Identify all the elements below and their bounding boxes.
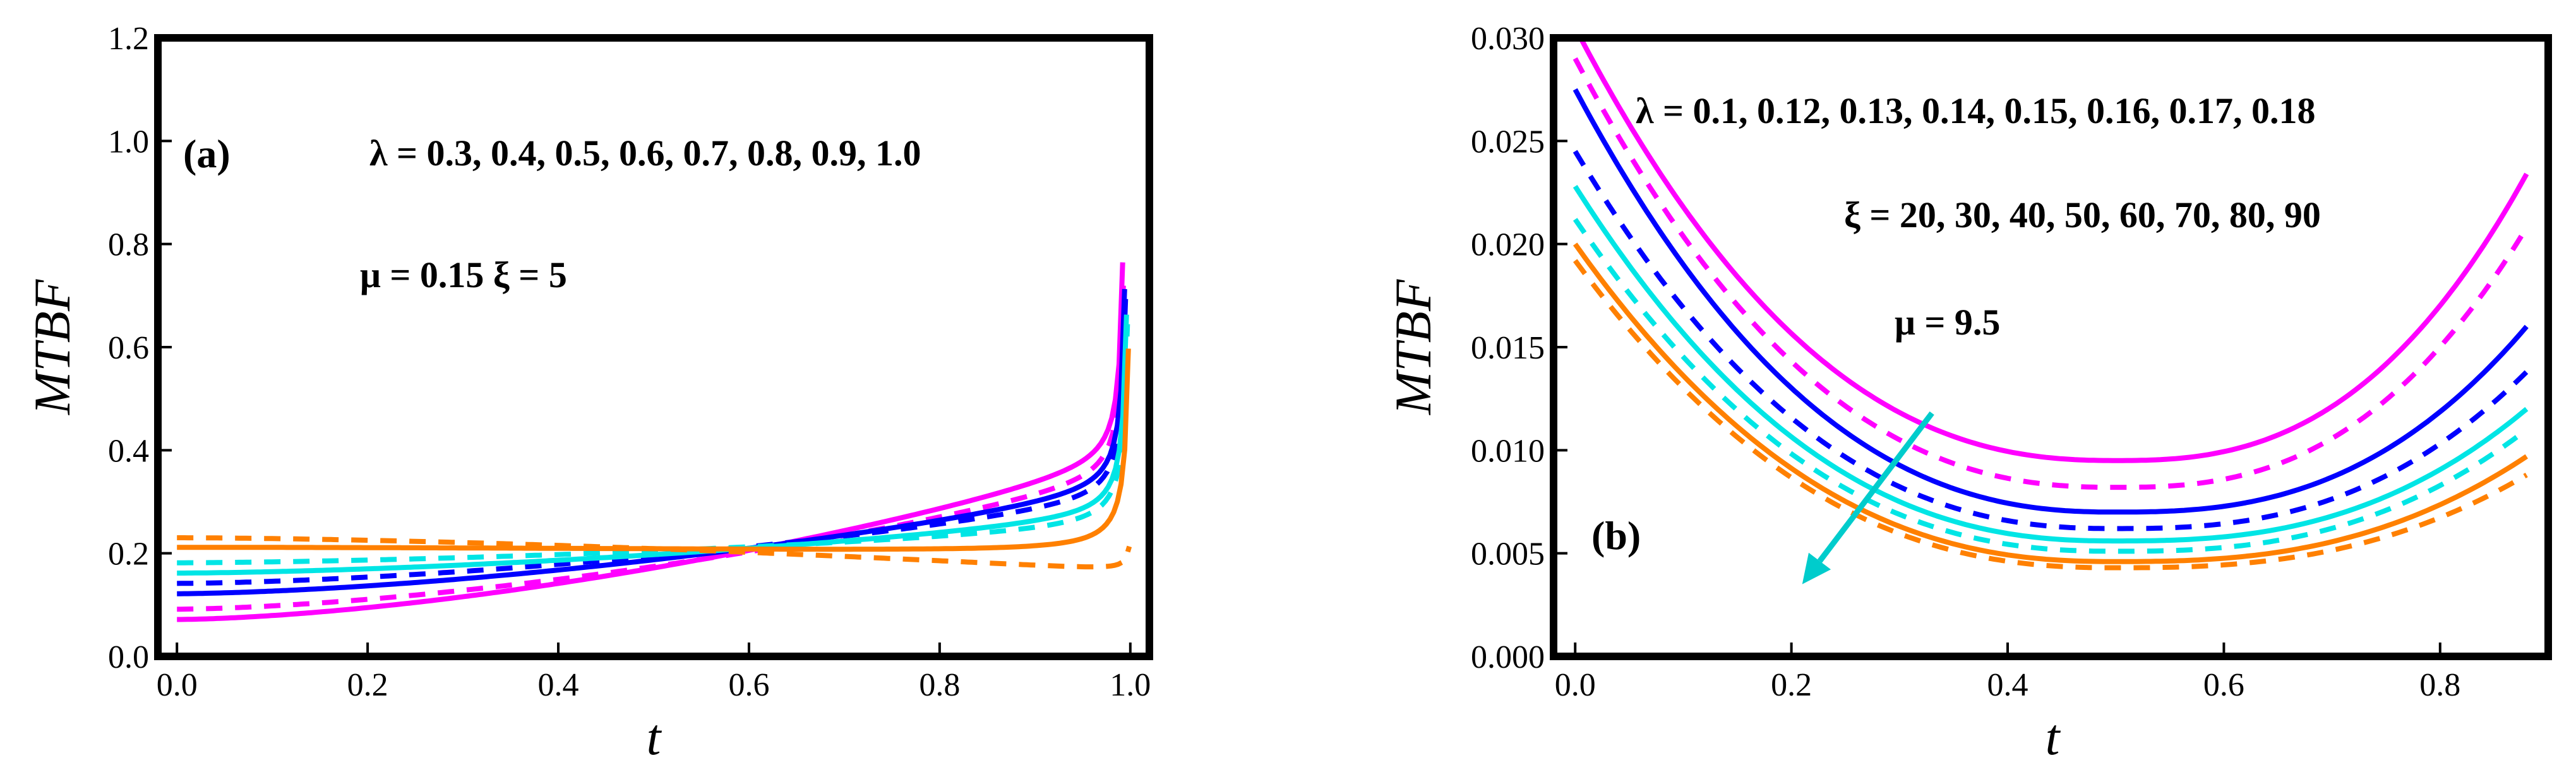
panel-a-label: (a) [183,131,231,176]
panel-a-ytick-label: 0.8 [108,227,149,263]
panel-a-xlabel: t [647,708,662,766]
panel-a-series-line [177,288,1127,596]
panel-b-trend-arrow [1817,411,1934,563]
panel-a-ytick-label: 1.2 [108,21,149,57]
panel-b-series-line [1573,218,2529,554]
panel-b-xtick-label: 0.8 [2419,667,2460,703]
panel-b-ylabel: MTBF [1384,279,1442,415]
panel-a-series-line [177,535,1132,570]
panel-a-ytick-label: 0.4 [108,433,149,469]
panel-a-series-line [177,348,1131,552]
panel-a-ytick-label: 0.2 [108,536,149,572]
panel-a-xtick-label: 0.2 [347,667,388,703]
panel-b-xlabel: t [2046,708,2061,766]
panel-a-xtick-label: 0.8 [919,667,960,703]
panel-a-series-line [177,314,1129,576]
panel-a-ylabel: MTBF [23,279,81,415]
panel-b-ytick-label: 0.025 [1471,124,1545,160]
panel-b-ytick-label: 0.005 [1471,536,1545,572]
panel-a-series-line [177,278,1127,612]
panel-b-series-line [1573,242,2528,564]
panel-b-ytick-label: 0.030 [1471,21,1545,57]
panel-a-ticks: 0.0 0.2 0.4 0.6 0.8 1.0 0.0 0.2 0.4 0.6 0.8 1.0 1.2 [108,21,1151,703]
panel-b-curves [1573,38,2529,571]
panel-b-trend-arrowhead [1802,552,1831,584]
panel-a-xtick-label: 1.0 [1110,667,1151,703]
panel-b-xtick-label: 0.6 [2203,667,2244,703]
panel-b-series-line [1573,185,2529,544]
panel-b-xi-annotation: ξ = 20, 30, 40, 50, 60, 70, 80, 90 [1844,194,2321,235]
panel-b-xtick-label: 0.0 [1555,667,1596,703]
panel-b-series-line [1573,88,2529,515]
panel-a: 0.0 0.2 0.4 0.6 0.8 1.00.00.20.40.60.81.01.2 … [23,21,1153,766]
panel-b-label: (b) [1591,513,1641,558]
panel-a-xtick-label: 0.6 [728,667,769,703]
panel-b-lambda-annotation: λ = 0.1, 0.12, 0.13, 0.14, 0.15, 0.16, 0… [1636,90,2316,131]
panel-b-ytick-label: 0.020 [1471,227,1545,263]
panel-a-series-line [177,298,1129,586]
panel-b-series-line [1573,150,2529,531]
panel-b-ytick-label: 0.015 [1471,330,1545,366]
panel-a-ytick-label: 0.6 [108,330,149,366]
panel-a-ytick-label: 1.0 [108,124,149,160]
panel-b: 0.0 0.2 0.4 0.6 0.8 0.000 0.005 0.010 0.015 0.020… [1384,21,2552,766]
panel-b-series-line [1573,259,2528,571]
panel-b-ticks: 0.0 0.2 0.4 0.6 0.8 0.000 0.005 0.010 0.015 0.020… [1471,21,2460,703]
panel-b-mu-annotation: μ = 9.5 [1895,302,2000,343]
panel-a-xtick-label: 0.4 [538,667,579,703]
panel-b-xtick-label: 0.2 [1771,667,1812,703]
panel-a-mu-xi-annotation: μ = 0.15 ξ = 5 [360,254,567,295]
panel-a-ytick-label: 0.0 [108,639,149,675]
panel-a-lambda-annotation: λ = 0.3, 0.4, 0.5, 0.6, 0.7, 0.8, 0.9, 1… [369,133,921,174]
panel-b-ytick-label: 0.010 [1471,433,1545,469]
panel-b-series-line [1573,57,2529,490]
panel-b-ytick-label: 0.000 [1471,639,1545,675]
panel-b-xtick-label: 0.4 [1987,667,2028,703]
panel-a-curves [177,262,1132,622]
panel-a-xtick-label: 0.0 [157,667,198,703]
panel-b-series-line [1578,38,2529,463]
